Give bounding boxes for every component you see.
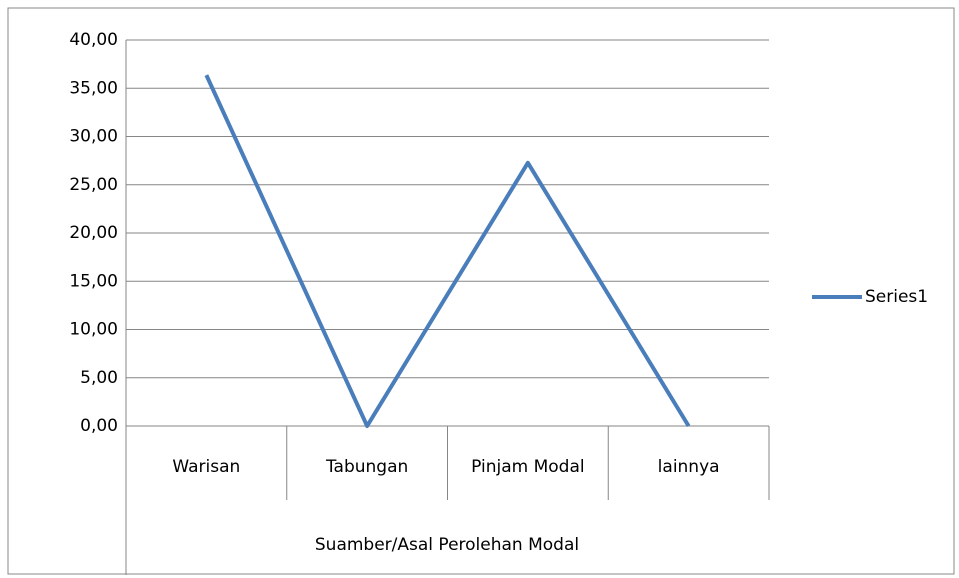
- y-tick-label: 15,00: [69, 271, 118, 291]
- chart-frame: [7, 7, 955, 575]
- y-tick-label: 10,00: [69, 320, 118, 340]
- legend-label: Series1: [865, 287, 928, 307]
- y-tick-label: 20,00: [69, 223, 118, 243]
- y-tick-label: 25,00: [69, 175, 118, 195]
- y-tick-label: 0,00: [80, 416, 118, 436]
- y-tick-label: 35,00: [69, 78, 118, 98]
- x-tick-label: Warisan: [172, 457, 240, 477]
- y-tick-label: 40,00: [69, 30, 118, 50]
- x-tick-label: Pinjam Modal: [471, 457, 584, 477]
- x-axis-title: Suamber/Asal Perolehan Modal: [315, 535, 579, 555]
- series-line: [204, 74, 691, 428]
- x-tick-label: Tabungan: [325, 457, 408, 477]
- y-tick-label: 5,00: [80, 368, 118, 388]
- x-tick-label: lainnya: [658, 457, 720, 477]
- y-tick-label: 30,00: [69, 127, 118, 147]
